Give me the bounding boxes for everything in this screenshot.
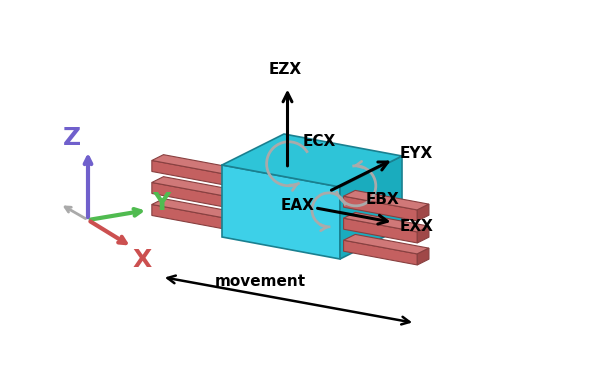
Polygon shape bbox=[152, 182, 226, 207]
Polygon shape bbox=[343, 191, 429, 210]
Text: EBX: EBX bbox=[366, 192, 400, 207]
Polygon shape bbox=[343, 234, 429, 254]
Polygon shape bbox=[152, 177, 237, 196]
Polygon shape bbox=[226, 168, 237, 185]
Polygon shape bbox=[343, 196, 417, 221]
Text: movement: movement bbox=[215, 274, 306, 289]
Polygon shape bbox=[152, 204, 226, 229]
Polygon shape bbox=[417, 226, 429, 243]
Polygon shape bbox=[340, 156, 402, 259]
Polygon shape bbox=[343, 212, 429, 232]
Polygon shape bbox=[226, 191, 237, 207]
Text: ECX: ECX bbox=[303, 134, 336, 149]
Polygon shape bbox=[222, 134, 402, 187]
Text: EYX: EYX bbox=[400, 146, 432, 161]
Text: Y: Y bbox=[152, 191, 170, 215]
Polygon shape bbox=[343, 240, 417, 265]
Text: X: X bbox=[132, 248, 152, 272]
Text: EZX: EZX bbox=[269, 62, 302, 77]
Polygon shape bbox=[343, 218, 417, 243]
Polygon shape bbox=[417, 204, 429, 221]
Polygon shape bbox=[152, 199, 237, 218]
Polygon shape bbox=[226, 212, 237, 229]
Polygon shape bbox=[152, 161, 226, 185]
Polygon shape bbox=[152, 155, 237, 174]
Text: EXX: EXX bbox=[400, 219, 433, 234]
Text: Z: Z bbox=[63, 126, 81, 150]
Text: EAX: EAX bbox=[281, 198, 315, 213]
Polygon shape bbox=[222, 165, 340, 259]
Polygon shape bbox=[417, 248, 429, 265]
